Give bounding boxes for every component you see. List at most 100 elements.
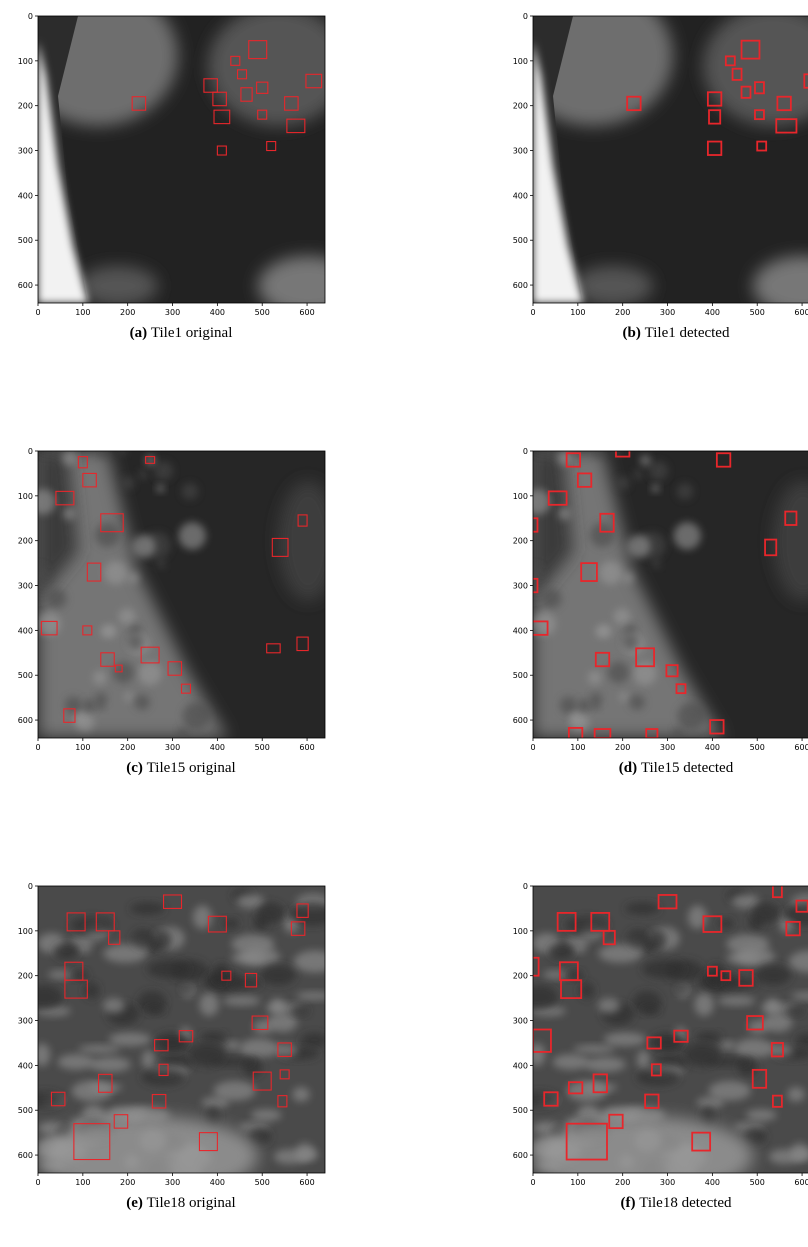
y-tick-label: 600 [513, 716, 528, 725]
texture [765, 998, 780, 1014]
detection-box [615, 451, 631, 458]
texture [627, 534, 651, 558]
detection-box [180, 683, 192, 694]
texture [153, 461, 174, 481]
texture [533, 1043, 546, 1067]
y-tick-label: 200 [513, 972, 528, 981]
texture [62, 451, 78, 466]
caption-label: (b) [623, 325, 641, 341]
x-tick-label: 300 [165, 743, 180, 752]
detection-box [113, 1114, 129, 1129]
detection-box [73, 1123, 111, 1161]
x-tick-label: 100 [570, 743, 585, 752]
band [533, 451, 573, 601]
texture [146, 1005, 165, 1015]
detection-box [706, 965, 718, 977]
texture [577, 698, 592, 713]
texture [156, 559, 166, 569]
texture [641, 1005, 660, 1015]
detection-box [657, 894, 678, 910]
texture [38, 489, 56, 515]
texture [717, 996, 756, 1006]
texture [794, 1149, 808, 1160]
detection-box [715, 452, 732, 468]
detection-box [64, 979, 88, 999]
x-tick-label: 0 [35, 743, 40, 752]
detection-box [277, 1095, 288, 1108]
panel: 0 100 200 300 400 500 600 0 100 200 300 400 500 600 (c… [18, 447, 326, 776]
detection-box [296, 636, 309, 652]
y-tick-label: 100 [18, 927, 33, 936]
texture [118, 451, 128, 456]
detection-box [66, 912, 86, 932]
y-tick-label: 200 [513, 102, 528, 111]
detection-box [803, 73, 808, 89]
texture [201, 1096, 229, 1109]
texture [78, 1044, 121, 1054]
texture [108, 1032, 152, 1047]
blob [753, 256, 808, 303]
x-tick-label: 500 [750, 743, 765, 752]
detection-box [756, 140, 768, 152]
detection-box [100, 513, 124, 533]
texture [189, 1042, 226, 1067]
axes-frame [532, 450, 808, 739]
detection-box [213, 109, 231, 125]
band [533, 451, 723, 738]
detection-box [785, 920, 801, 937]
detection-box [602, 929, 616, 946]
texture [675, 985, 688, 994]
detection-box [279, 1069, 290, 1080]
detection-box [706, 91, 723, 107]
texture [786, 1005, 804, 1016]
texture [695, 1031, 722, 1042]
y-tick-label: 600 [18, 281, 33, 290]
detection-box [158, 1063, 169, 1077]
blob [533, 16, 673, 126]
texture [598, 944, 642, 963]
detection-box [86, 562, 102, 582]
y-tick-label: 500 [513, 671, 528, 680]
texture [177, 727, 189, 738]
detection-box [277, 1042, 292, 1057]
detection-box [665, 664, 679, 678]
blob [573, 266, 653, 303]
x-tick-label: 300 [165, 308, 180, 317]
detection-box [97, 1073, 113, 1093]
detection-box [547, 490, 568, 506]
texture [599, 561, 623, 585]
texture [199, 992, 219, 1016]
x-tick-label: 200 [120, 1178, 135, 1187]
texture [180, 985, 193, 994]
texture [200, 1031, 227, 1042]
texture [673, 522, 701, 550]
detection-box [203, 78, 218, 93]
texture [250, 1109, 282, 1121]
x-tick-label: 600 [794, 1178, 808, 1187]
detection-box [645, 728, 659, 738]
texture [590, 692, 603, 705]
y-tick-label: 600 [513, 281, 528, 290]
detection-box [100, 652, 115, 667]
detection-box [565, 1122, 608, 1161]
y-tick-label: 600 [18, 1151, 33, 1160]
detection-box [178, 1030, 194, 1043]
caption: (f) Tile18 detected [620, 1195, 732, 1211]
texture [762, 1012, 793, 1032]
detection-box [40, 620, 58, 636]
x-tick-label: 300 [660, 743, 675, 752]
texture [613, 608, 631, 625]
y-tick-label: 600 [513, 1151, 528, 1160]
detection-box [221, 970, 232, 981]
texture [745, 1109, 777, 1121]
texture [95, 692, 108, 705]
detection-box [772, 1094, 783, 1108]
y-tick-label: 500 [513, 1106, 528, 1115]
detection-box [706, 140, 723, 156]
texture [248, 1128, 271, 1145]
texture [155, 1032, 189, 1053]
texture [731, 894, 760, 909]
texture [257, 902, 285, 924]
texture [76, 944, 91, 954]
texture [69, 937, 95, 947]
